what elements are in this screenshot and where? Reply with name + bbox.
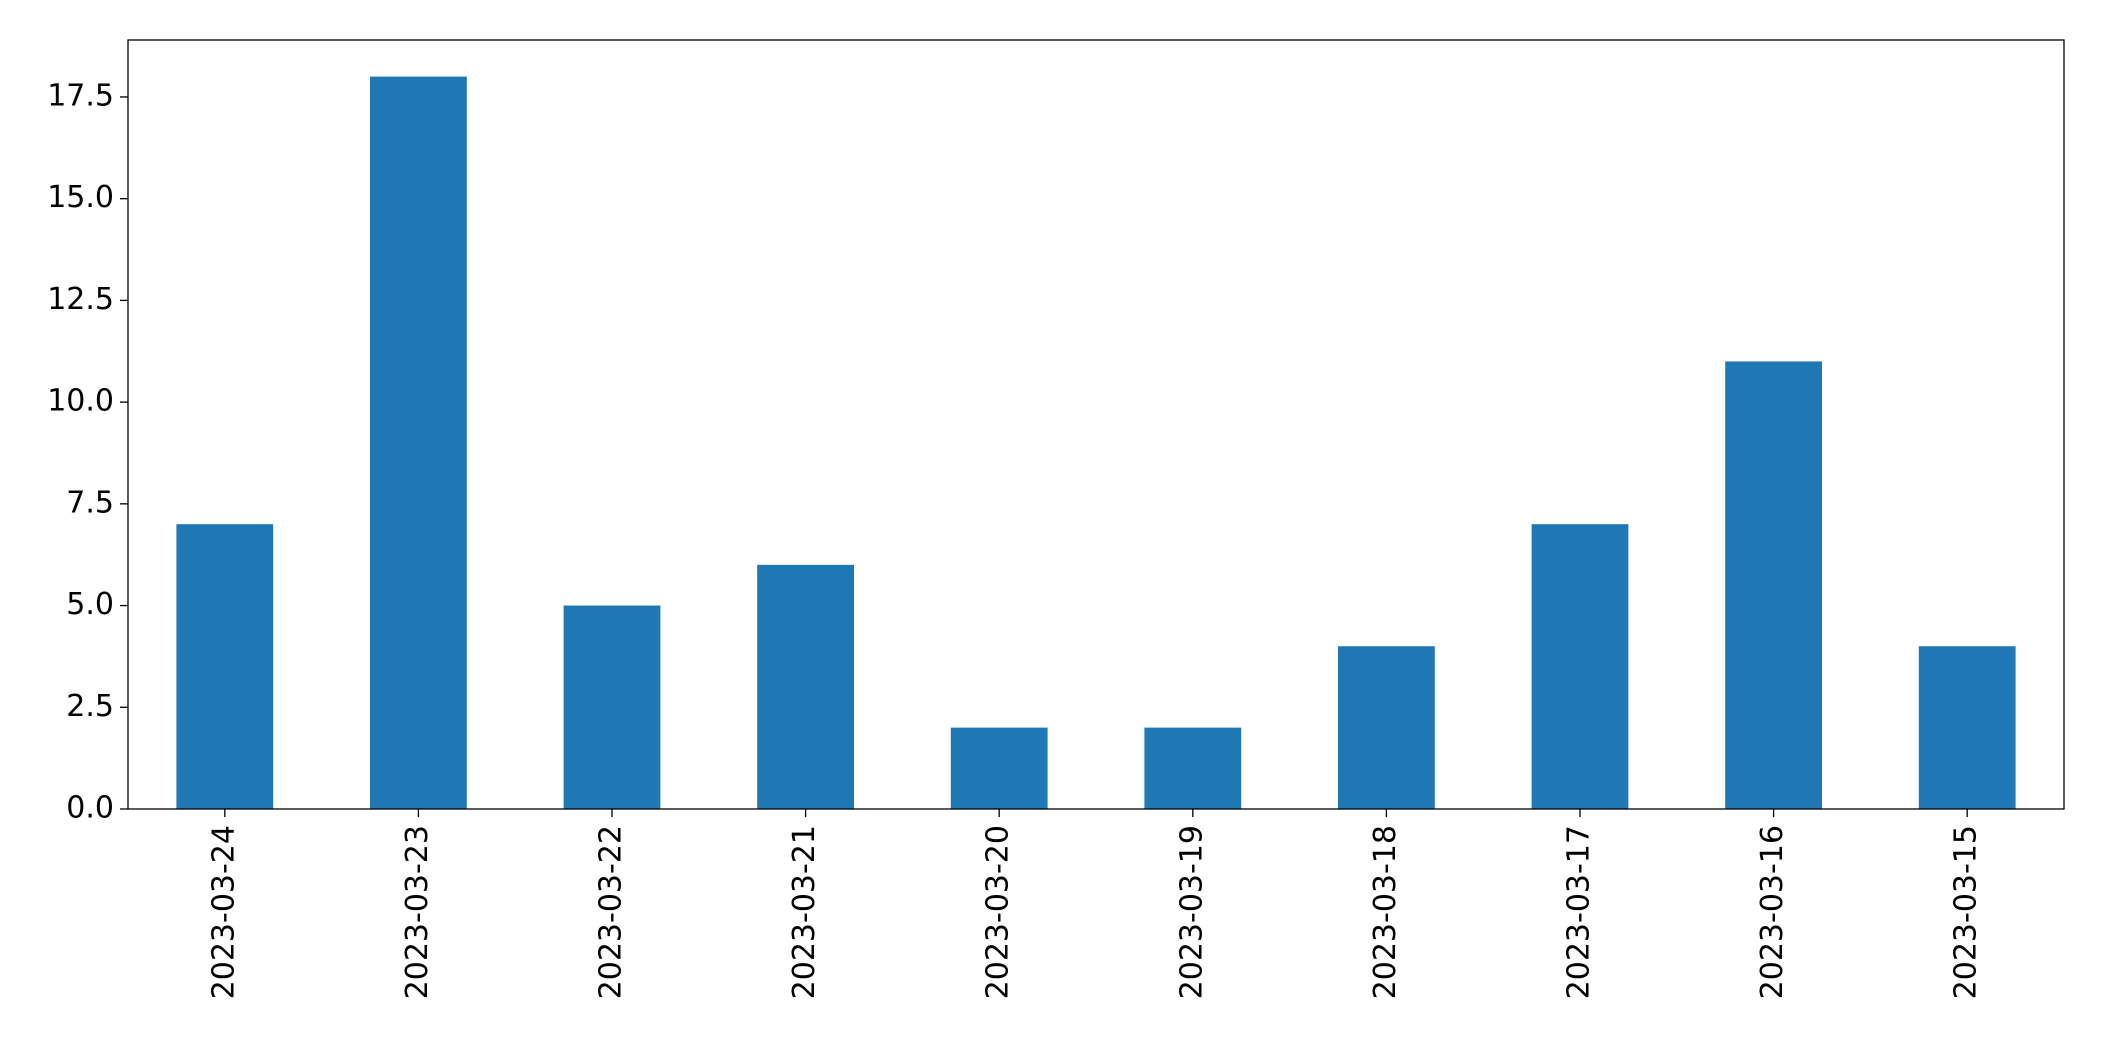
bar: [176, 524, 274, 809]
x-tick-label: 2023-03-18: [1368, 825, 1403, 999]
y-tick-label: 15.0: [47, 180, 114, 215]
y-tick-label: 10.0: [47, 384, 114, 419]
x-tick-label: 2023-03-15: [1949, 825, 1984, 999]
x-tick-label: 2023-03-16: [1755, 825, 1790, 999]
y-tick-label: 0.0: [66, 791, 114, 826]
y-tick-label: 17.5: [47, 78, 114, 113]
x-tick-label: 2023-03-21: [787, 825, 822, 999]
bar: [757, 564, 854, 809]
bar: [1531, 524, 1629, 809]
y-tick-label: 7.5: [66, 485, 114, 520]
plot-frame: [127, 39, 2065, 810]
bar: [950, 727, 1048, 809]
x-tick-label: 2023-03-17: [1562, 825, 1597, 999]
x-tick-label: 2023-03-23: [400, 825, 435, 999]
bar: [370, 76, 467, 810]
x-tick-label: 2023-03-22: [594, 825, 629, 999]
y-tick-label: 5.0: [66, 587, 114, 622]
bar: [1338, 646, 1435, 809]
x-tick-label: 2023-03-19: [1174, 825, 1209, 999]
bar: [1918, 646, 2016, 809]
y-tick-label: 12.5: [47, 282, 114, 317]
bar: [1144, 727, 1242, 809]
x-tick-label: 2023-03-20: [981, 825, 1016, 999]
x-tick-label: 2023-03-24: [206, 825, 241, 999]
y-tick-label: 2.5: [66, 689, 114, 724]
bar: [563, 605, 661, 809]
bar: [1725, 361, 1822, 809]
